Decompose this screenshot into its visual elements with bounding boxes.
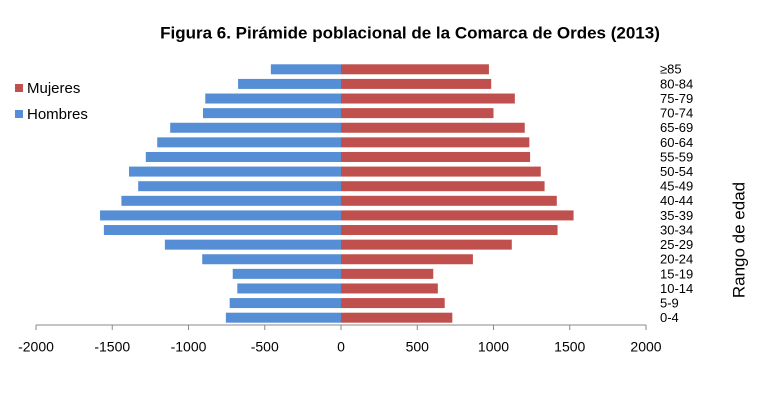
bar [103, 225, 341, 236]
category-label: ≥85 [660, 62, 682, 77]
bar [157, 137, 341, 148]
category-label: 45-49 [660, 179, 693, 194]
bar [341, 210, 574, 221]
category-label: 70-74 [660, 106, 693, 121]
bar [341, 166, 541, 177]
x-tick-label: -1500 [94, 339, 130, 355]
bar [164, 239, 341, 250]
bar [341, 93, 515, 104]
category-label: 30-34 [660, 222, 693, 237]
bar [341, 254, 473, 265]
bar [341, 312, 453, 323]
bar [232, 268, 341, 279]
x-tick-label: 2000 [630, 339, 661, 355]
legend-label: Mujeres [27, 80, 80, 97]
category-label: 20-24 [660, 252, 693, 267]
bar [341, 181, 545, 192]
x-tick-label: -2000 [18, 339, 54, 355]
category-label: 35-39 [660, 208, 693, 223]
category-label: 0-4 [660, 310, 679, 325]
category-label: 25-29 [660, 237, 693, 252]
legend-label: Hombres [27, 106, 88, 123]
bar [100, 210, 341, 221]
bar [229, 298, 341, 309]
x-tick-label: 1500 [554, 339, 585, 355]
bar [205, 93, 341, 104]
legend-swatch [15, 84, 23, 92]
chart-title: Figura 6. Pirámide poblacional de la Com… [160, 23, 660, 42]
bar [129, 166, 341, 177]
x-tick-label: -500 [251, 339, 279, 355]
bar [341, 195, 557, 206]
bar [270, 64, 341, 75]
bar [238, 78, 341, 89]
category-label: 10-14 [660, 281, 693, 296]
category-label: 60-64 [660, 135, 693, 150]
category-label: 5-9 [660, 296, 679, 311]
x-tick-label: 0 [337, 339, 345, 355]
y-axis-title: Rango de edad [729, 182, 748, 298]
x-tick-label: -1000 [171, 339, 207, 355]
category-label: 40-44 [660, 193, 693, 208]
x-tick-label: 1000 [478, 339, 509, 355]
bar [341, 64, 489, 75]
bar [341, 151, 531, 162]
bar [341, 225, 558, 236]
bar [170, 122, 341, 133]
bar [202, 108, 341, 119]
bar [237, 283, 341, 294]
bar [341, 122, 525, 133]
legend-swatch [15, 110, 23, 118]
bar [341, 283, 438, 294]
bar [341, 137, 530, 148]
bar [138, 181, 341, 192]
category-label: 80-84 [660, 76, 693, 91]
category-label: 15-19 [660, 266, 693, 281]
category-label: 50-54 [660, 164, 693, 179]
bar [341, 239, 512, 250]
bar [341, 78, 492, 89]
bar [225, 312, 341, 323]
bar [202, 254, 341, 265]
category-label: 75-79 [660, 91, 693, 106]
bar [145, 151, 341, 162]
x-tick-label: 500 [406, 339, 430, 355]
category-label: 65-69 [660, 120, 693, 135]
bar [121, 195, 342, 206]
category-label: 55-59 [660, 149, 693, 164]
bar [341, 298, 445, 309]
bar [341, 268, 434, 279]
bar [341, 108, 494, 119]
